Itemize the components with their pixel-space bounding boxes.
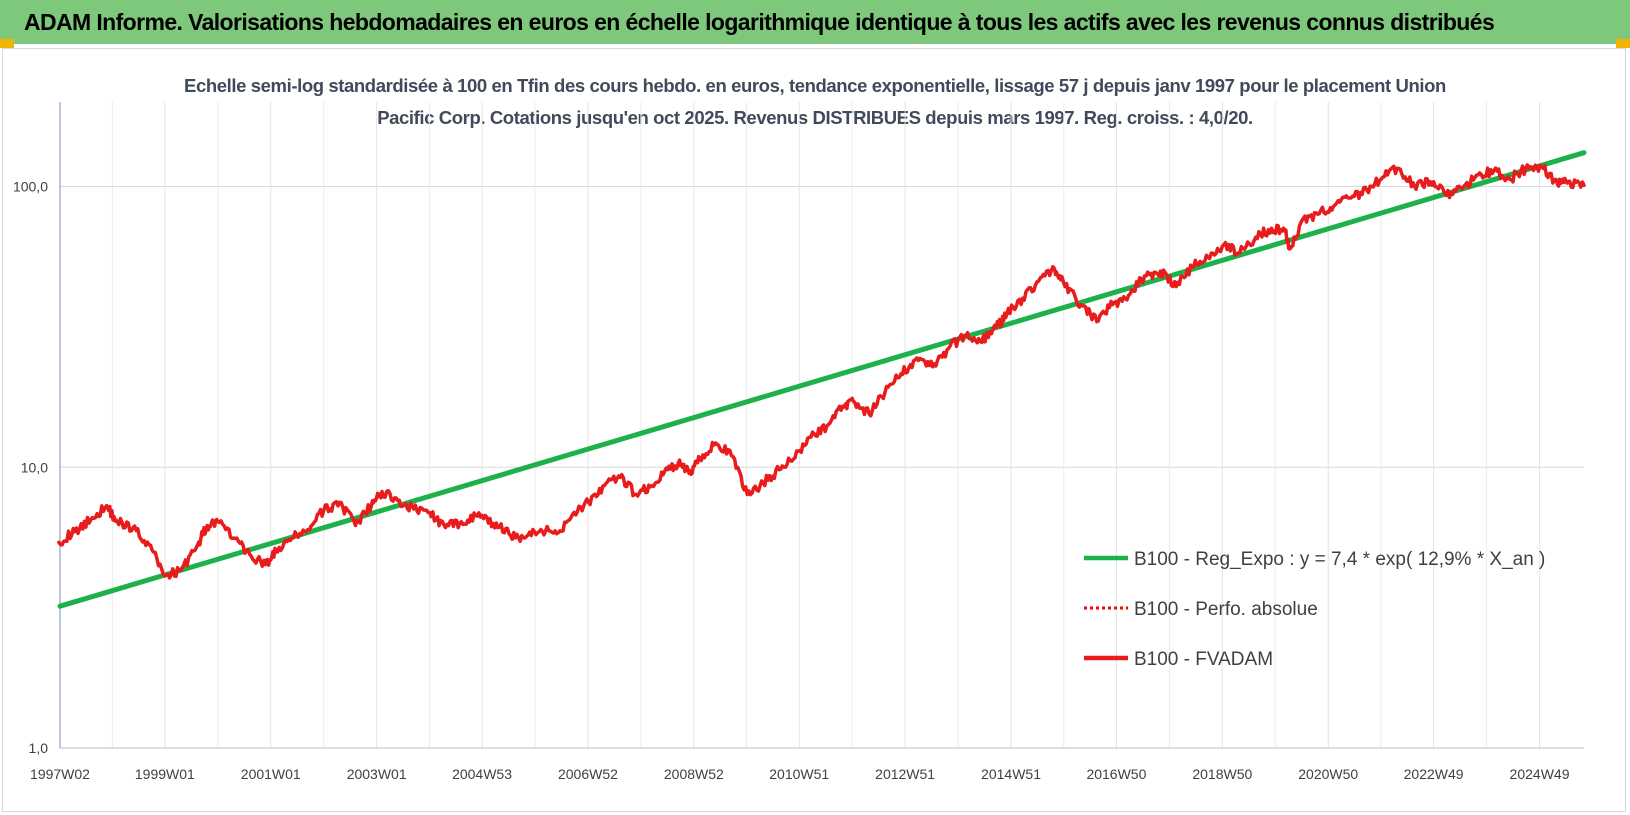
x-tick-label: 2003W01	[347, 766, 407, 782]
header-banner: ADAM Informe. Valorisations hebdomadaire…	[0, 0, 1630, 44]
x-tick-label: 2012W51	[875, 766, 935, 782]
chart-frame	[2, 48, 1626, 812]
series-line-b100-reg-expo-y-7-4-exp-12-9-x-an	[57, 150, 1587, 609]
y-tick-label: 1,0	[29, 740, 49, 756]
legend: B100 - Reg_Expo : y = 7,4 * exp( 12,9% *…	[1084, 549, 1545, 670]
series	[57, 150, 1587, 609]
x-tick-label: 2016W50	[1086, 766, 1146, 782]
chart-title: Echelle semi-log standardisée à 100 en T…	[184, 75, 1446, 128]
x-tick-label: 2024W49	[1510, 766, 1570, 782]
x-tick-label: 2022W49	[1404, 766, 1464, 782]
x-tick-label: 1997W02	[30, 766, 90, 782]
x-tick-label: 2010W51	[769, 766, 829, 782]
series-line-b100-fvadam	[57, 163, 1586, 580]
y-tick-label: 100,0	[13, 179, 48, 195]
x-tick-label: 2001W01	[241, 766, 301, 782]
x-tick-label: 2008W52	[664, 766, 724, 782]
corner-marker-left	[0, 39, 14, 48]
legend-label-b100-reg-expo-y-7-4-exp-12-9-x-an: B100 - Reg_Expo : y = 7,4 * exp( 12,9% *…	[1134, 549, 1545, 570]
x-tick-label: 2020W50	[1298, 766, 1358, 782]
axes: 1,0 10,0 100,0 1997W02 1999W01 2001W01 2003W01…	[13, 102, 1584, 782]
corner-marker-right	[1616, 39, 1630, 48]
x-tick-label: 2018W50	[1192, 766, 1252, 782]
x-tick-label: 1999W01	[135, 766, 195, 782]
y-tick-label: 10,0	[21, 459, 48, 475]
legend-label-b100-perfo-absolue: B100 - Perfo. absolue	[1134, 599, 1318, 620]
header-title: ADAM Informe. Valorisations hebdomadaire…	[24, 8, 1495, 35]
x-tick-label: 2014W51	[981, 766, 1041, 782]
grid	[60, 102, 1584, 749]
legend-label-b100-fvadam: B100 - FVADAM	[1134, 649, 1273, 670]
x-tick-label: 2006W52	[558, 766, 618, 782]
x-tick-label: 2004W53	[452, 766, 512, 782]
